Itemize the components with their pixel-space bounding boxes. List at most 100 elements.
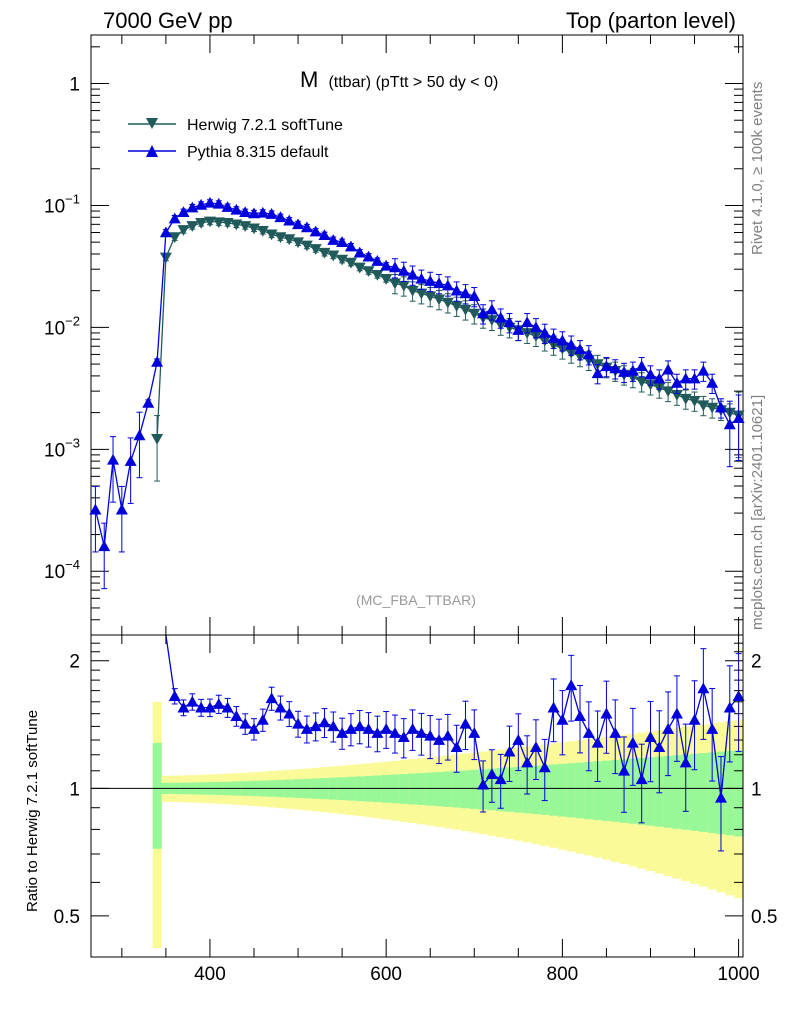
pythia-point: [547, 331, 560, 343]
ratio-point: [494, 773, 507, 785]
ratio-point: [714, 791, 727, 803]
ratio-point: [248, 723, 260, 734]
herwig-point: [415, 288, 428, 300]
ratio-point: [450, 741, 463, 753]
pythia-point: [115, 503, 128, 515]
rivet-label: Rivet 4.1.0, ≥ 100k events: [749, 82, 766, 255]
pythia-point: [653, 372, 666, 384]
ratio-point: [679, 756, 692, 768]
header-right: Top (parton level): [566, 8, 736, 33]
pythia-point: [600, 360, 613, 372]
ratio-point: [433, 734, 446, 745]
pythia-point: [151, 356, 164, 367]
herwig-point: [168, 232, 181, 244]
pythia-point: [494, 311, 507, 323]
ratio-point: [626, 736, 639, 748]
herwig-point: [159, 252, 172, 264]
ratio-band-inner: [628, 758, 638, 824]
herwig-point: [292, 237, 305, 249]
ratio-point: [609, 727, 622, 738]
pythia-point: [371, 255, 384, 266]
pythia-point: [424, 275, 437, 286]
ratio-point: [468, 727, 481, 738]
ratio-point: [688, 713, 701, 725]
ratio-point: [362, 723, 375, 734]
main-y-ticks: [91, 46, 743, 636]
pythia-point: [336, 236, 349, 247]
pythia-point: [239, 206, 252, 218]
ratio-point: [353, 720, 366, 732]
pythia-point: [582, 348, 595, 360]
pythia-point: [406, 268, 419, 280]
herwig-point: [450, 301, 463, 312]
ratio-point: [195, 701, 208, 713]
herwig-point: [521, 328, 534, 339]
pythia-point: [688, 372, 701, 384]
ratio-point: [212, 698, 225, 709]
legend-herwig-marker: [146, 118, 158, 129]
ratio-point: [565, 679, 578, 691]
pythia-point: [397, 265, 410, 276]
ratio-pythia: [162, 634, 745, 852]
herwig-point: [336, 254, 349, 266]
ratio-y-tick-labels: 0.5 0.5 1 1 2 2: [54, 652, 778, 928]
herwig-point: [679, 393, 692, 405]
ratio-point: [406, 723, 419, 734]
ratio-band-inner: [381, 775, 391, 803]
pythia-point: [529, 321, 542, 333]
herwig-point: [371, 269, 384, 281]
ratio-band-inner: [584, 761, 594, 820]
ratio-point: [547, 701, 560, 713]
ratio-band-inner: [417, 773, 427, 806]
pythia-point: [318, 229, 331, 241]
herwig-point: [177, 225, 190, 236]
ratio-point: [318, 716, 331, 728]
herwig-point: [670, 389, 683, 401]
main-y-tick-labels: 110−110−210−310−4: [44, 75, 80, 584]
herwig-point: [697, 400, 710, 412]
ratio-band-inner: [452, 770, 462, 808]
pythia-point: [556, 334, 569, 346]
series-pythia: [89, 196, 745, 590]
ratio-point: [292, 717, 305, 729]
ratio-point: [662, 723, 675, 734]
herwig-point: [309, 244, 322, 255]
pythia-point: [186, 201, 199, 213]
ratio-point: [521, 756, 534, 768]
ratio-band-inner: [698, 753, 709, 832]
header-left: 7000 GeV pp: [103, 8, 233, 33]
ratio-point: [221, 701, 234, 713]
ratio-band-inner: [461, 770, 471, 809]
ratio-point: [415, 727, 428, 738]
ratio-band-inner: [469, 769, 479, 809]
x-tick-label: 1000: [717, 964, 759, 985]
pythia-point: [159, 226, 172, 238]
main-y-tick-label: 10−4: [44, 557, 80, 583]
ratio-point: [635, 773, 648, 785]
ratio-band-inner: [593, 761, 603, 821]
ratio-y-tick-label-right: 2: [751, 652, 762, 673]
ratio-point: [529, 741, 542, 753]
herwig-point: [344, 257, 357, 269]
herwig-line: [156, 220, 739, 439]
herwig-point: [212, 217, 225, 229]
ratio-point: [274, 701, 287, 713]
ratio-band-inner: [646, 757, 656, 826]
legend-pythia-marker: [146, 145, 158, 157]
ratio-point: [371, 727, 384, 738]
pythia-point: [644, 368, 657, 380]
ratio-band-inner: [672, 755, 682, 829]
ratio-y-tick-label-right: 0.5: [751, 907, 777, 928]
pythia-point: [503, 316, 516, 328]
ratio-point: [309, 720, 322, 732]
pythia-point: [292, 218, 305, 230]
pythia-point: [265, 208, 278, 219]
ratio-point: [239, 717, 252, 729]
herwig-point: [388, 278, 401, 290]
pythia-point: [380, 259, 393, 271]
mcplots-label: mcplots.cern.ch [arXiv:2401.10621]: [749, 395, 766, 630]
ratio-band-inner: [531, 765, 541, 815]
ratio-point: [670, 707, 683, 719]
x-tick-labels: 400 600 800 1000: [194, 964, 760, 985]
y-tick-exponent: −1: [65, 191, 80, 206]
